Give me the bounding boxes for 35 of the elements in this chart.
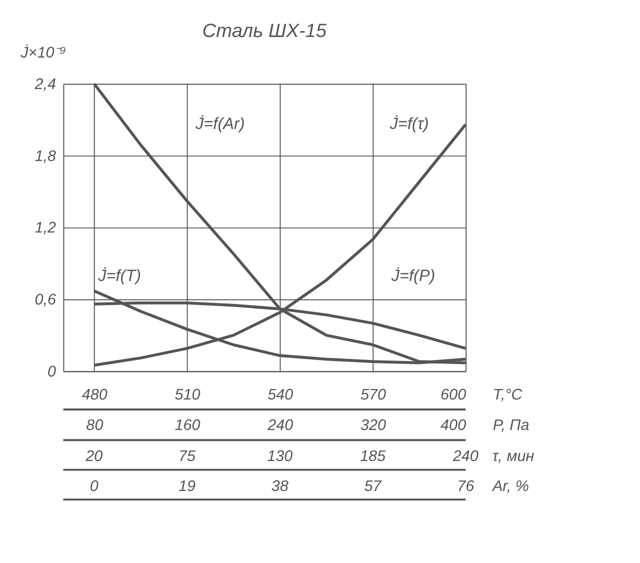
annotation: J̇=f(P)	[390, 266, 436, 286]
y-tick-label: 1,8	[34, 148, 57, 165]
y-axis-title: J̇×10⁻⁹	[20, 44, 66, 62]
text: 185	[360, 448, 386, 466]
text: τ, мин	[492, 448, 535, 466]
y-tick-label: 0,6	[34, 292, 57, 309]
y-tick-label: 1,2	[34, 220, 57, 237]
x2-tick-label: 320	[360, 417, 387, 434]
x-tick-label: 540	[268, 386, 294, 404]
y-tick-label: 2,4	[34, 76, 56, 94]
x-axis-title: T,°C	[492, 386, 524, 404]
x2-tick-label: 240	[266, 417, 294, 434]
annotation: J̇=f(τ)	[388, 114, 429, 133]
annotation: J̇=f(T)	[97, 266, 142, 286]
text: Ar, %	[491, 478, 530, 495]
x2-axis-title: P, Па	[492, 417, 530, 434]
annotation: J̇=f(Ar)	[194, 114, 245, 133]
text: 75	[178, 448, 196, 466]
x2-tick-label: 400	[440, 417, 467, 434]
x-tick-label: 600	[440, 386, 467, 404]
x2-tick-label: 80	[86, 417, 104, 434]
text: 76	[457, 478, 475, 495]
text: 0	[90, 478, 99, 495]
x-tick-label: 480	[82, 386, 108, 404]
text: 240	[452, 448, 479, 466]
text: 38	[271, 478, 289, 495]
y-tick-label: 0	[48, 363, 57, 380]
x2-tick-label: 160	[174, 417, 201, 434]
chart-title: Сталь ШХ-15	[202, 20, 327, 42]
x-tick-label: 570	[360, 386, 386, 404]
x-tick-label: 510	[174, 386, 201, 404]
text: 19	[178, 478, 196, 495]
text: 57	[364, 478, 382, 495]
text: 130	[267, 448, 294, 466]
text: 20	[84, 448, 104, 466]
